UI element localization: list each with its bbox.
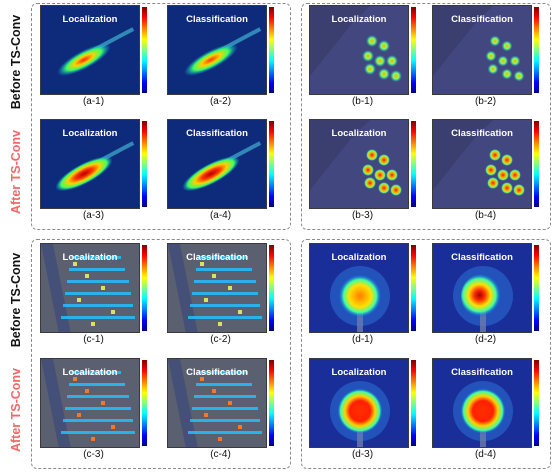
panel-c-3: Localization: [40, 358, 147, 448]
heatmap-image: [167, 243, 267, 333]
panel-c-1: Localization: [40, 243, 147, 333]
panel-b-1: Localization: [309, 5, 416, 95]
colorbar: [534, 121, 539, 207]
panel-d-1: Localization: [309, 243, 416, 333]
panel-c-2: Classification: [167, 243, 274, 333]
panel-b-4: Classification: [432, 119, 539, 209]
colorbar: [411, 360, 416, 446]
caption-c-3: (c-3): [83, 449, 104, 460]
heatmap-image: [432, 5, 532, 95]
row-label-before-top: Before TS-Conv: [9, 14, 23, 110]
panel-title: Localization: [331, 14, 387, 25]
panel-b-2: Classification: [432, 5, 539, 95]
panel-title: Classification: [186, 14, 248, 25]
panel-title: Localization: [331, 128, 387, 139]
caption-c-2: (c-2): [210, 334, 231, 345]
panel-title: Localization: [62, 367, 118, 378]
panel-title: Localization: [62, 252, 118, 263]
panel-title: Localization: [62, 14, 118, 25]
heatmap-image: [432, 358, 532, 448]
panel-b-3: Localization: [309, 119, 416, 209]
heatmap-image: [309, 358, 409, 448]
colorbar: [142, 360, 147, 446]
colorbar: [411, 245, 416, 331]
colorbar: [269, 360, 274, 446]
caption-b-4: (b-4): [474, 210, 497, 221]
heatmap-image: [432, 243, 532, 333]
group-b-border: [301, 3, 551, 230]
heatmap-image: [309, 243, 409, 333]
caption-d-2: (d-2): [474, 334, 497, 345]
caption-a-2: (a-2): [209, 96, 232, 107]
panel-c-4: Classification: [167, 358, 274, 448]
panel-a-2: Classification: [167, 5, 274, 95]
heatmap-image: [40, 243, 140, 333]
caption-a-4: (a-4): [209, 210, 232, 221]
heatmap-image: [40, 119, 140, 209]
colorbar: [534, 360, 539, 446]
panel-d-4: Classification: [432, 358, 539, 448]
panel-a-4: Classification: [167, 119, 274, 209]
caption-a-3: (a-3): [82, 210, 105, 221]
colorbar: [269, 7, 274, 93]
panel-d-3: Localization: [309, 358, 416, 448]
colorbar: [142, 121, 147, 207]
panel-title: Classification: [451, 14, 513, 25]
panel-title: Classification: [451, 252, 513, 263]
panel-title: Classification: [451, 367, 513, 378]
caption-b-2: (b-2): [474, 96, 497, 107]
panel-d-2: Classification: [432, 243, 539, 333]
panel-title: Classification: [186, 252, 248, 263]
heatmap-image: [40, 5, 140, 95]
colorbar: [142, 7, 147, 93]
caption-c-1: (c-1): [83, 334, 104, 345]
colorbar: [269, 121, 274, 207]
row-label-after-top: After TS-Conv: [9, 129, 23, 215]
group-a-border: [31, 3, 291, 230]
caption-a-1: (a-1): [82, 96, 105, 107]
caption-c-4: (c-4): [210, 449, 231, 460]
caption-d-1: (d-1): [351, 334, 374, 345]
panel-title: Localization: [62, 128, 118, 139]
panel-title: Localization: [331, 367, 387, 378]
colorbar: [534, 7, 539, 93]
heatmap-image: [40, 358, 140, 448]
colorbar: [269, 245, 274, 331]
colorbar: [534, 245, 539, 331]
caption-b-1: (b-1): [351, 96, 374, 107]
heatmap-image: [167, 119, 267, 209]
row-label-before-bottom: Before TS-Conv: [9, 252, 23, 348]
heatmap-image: [167, 5, 267, 95]
panel-title: Classification: [186, 128, 248, 139]
heatmap-image: [309, 5, 409, 95]
panel-title: Localization: [331, 252, 387, 263]
panel-a-3: Localization: [40, 119, 147, 209]
heatmap-image: [309, 119, 409, 209]
colorbar: [411, 7, 416, 93]
panel-title: Classification: [186, 367, 248, 378]
caption-d-4: (d-4): [474, 449, 497, 460]
caption-d-3: (d-3): [351, 449, 374, 460]
row-label-after-bottom: After TS-Conv: [9, 367, 23, 453]
panel-title: Classification: [451, 128, 513, 139]
panel-a-1: Localization: [40, 5, 147, 95]
colorbar: [142, 245, 147, 331]
heatmap-image: [432, 119, 532, 209]
heatmap-image: [167, 358, 267, 448]
colorbar: [411, 121, 416, 207]
group-c-border: [31, 239, 291, 469]
group-d-border: [301, 239, 551, 469]
caption-b-3: (b-3): [351, 210, 374, 221]
